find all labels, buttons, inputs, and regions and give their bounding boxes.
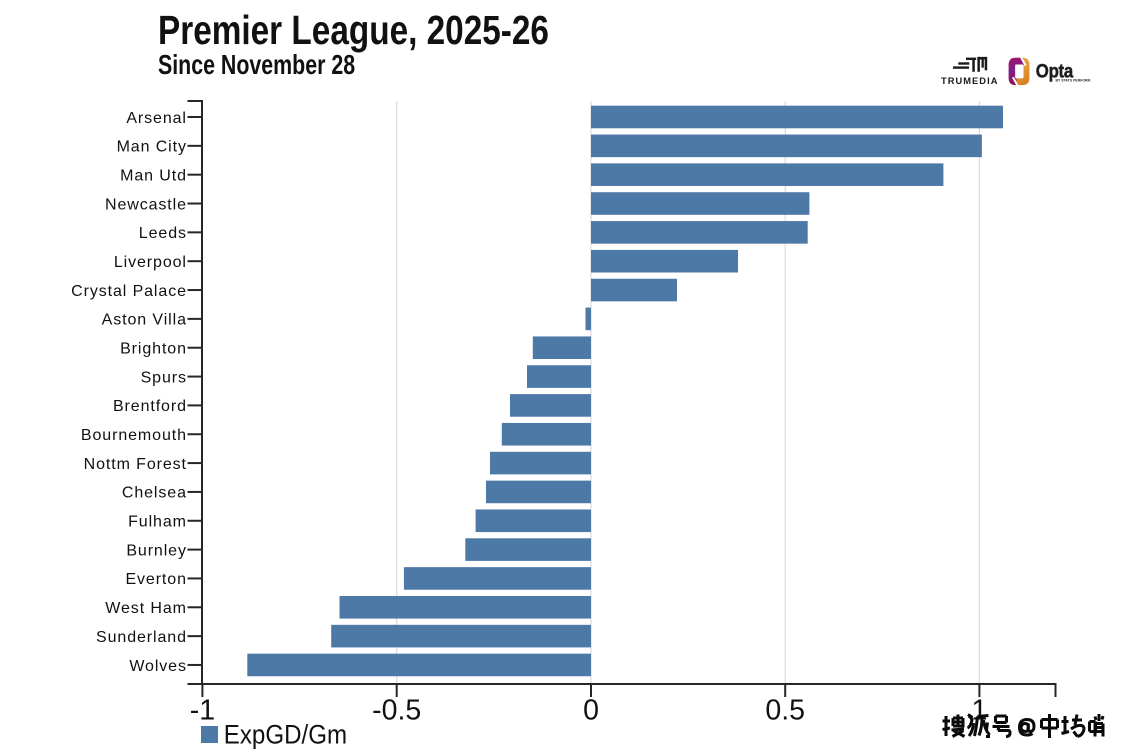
- svg-text:Brentford: Brentford: [113, 398, 187, 415]
- svg-text:Crystal Palace: Crystal Palace: [71, 283, 187, 300]
- svg-text:Bournemouth: Bournemouth: [81, 427, 187, 444]
- svg-text:Everton: Everton: [125, 571, 186, 588]
- svg-text:BY STATS PERFORM: BY STATS PERFORM: [1056, 79, 1091, 83]
- svg-text:ExpGD/Gm: ExpGD/Gm: [224, 721, 347, 750]
- svg-text:Leeds: Leeds: [139, 225, 187, 242]
- svg-text:Liverpool: Liverpool: [114, 254, 187, 271]
- svg-text:Aston Villa: Aston Villa: [102, 312, 187, 329]
- svg-text:-0.5: -0.5: [372, 694, 421, 726]
- svg-text:Chelsea: Chelsea: [122, 485, 187, 502]
- svg-text:-1: -1: [190, 694, 215, 726]
- svg-text:Arsenal: Arsenal: [126, 110, 187, 127]
- svg-text:Nottm Forest: Nottm Forest: [84, 456, 187, 473]
- svg-text:0: 0: [583, 694, 599, 726]
- svg-text:Newcastle: Newcastle: [105, 196, 187, 213]
- svg-text:Opta: Opta: [1036, 60, 1074, 81]
- svg-text:Burnley: Burnley: [126, 542, 187, 559]
- svg-text:Man Utd: Man Utd: [120, 167, 187, 184]
- svg-text:0.5: 0.5: [765, 694, 805, 726]
- svg-text:West Ham: West Ham: [105, 600, 187, 617]
- svg-text:Sunderland: Sunderland: [96, 629, 187, 646]
- svg-text:Man City: Man City: [117, 139, 187, 156]
- svg-text:Wolves: Wolves: [129, 658, 187, 675]
- svg-text:TRUMEDIA: TRUMEDIA: [941, 76, 998, 86]
- svg-text:Fulham: Fulham: [128, 514, 187, 531]
- svg-text:Spurs: Spurs: [141, 369, 187, 386]
- svg-text:Brighton: Brighton: [120, 341, 187, 358]
